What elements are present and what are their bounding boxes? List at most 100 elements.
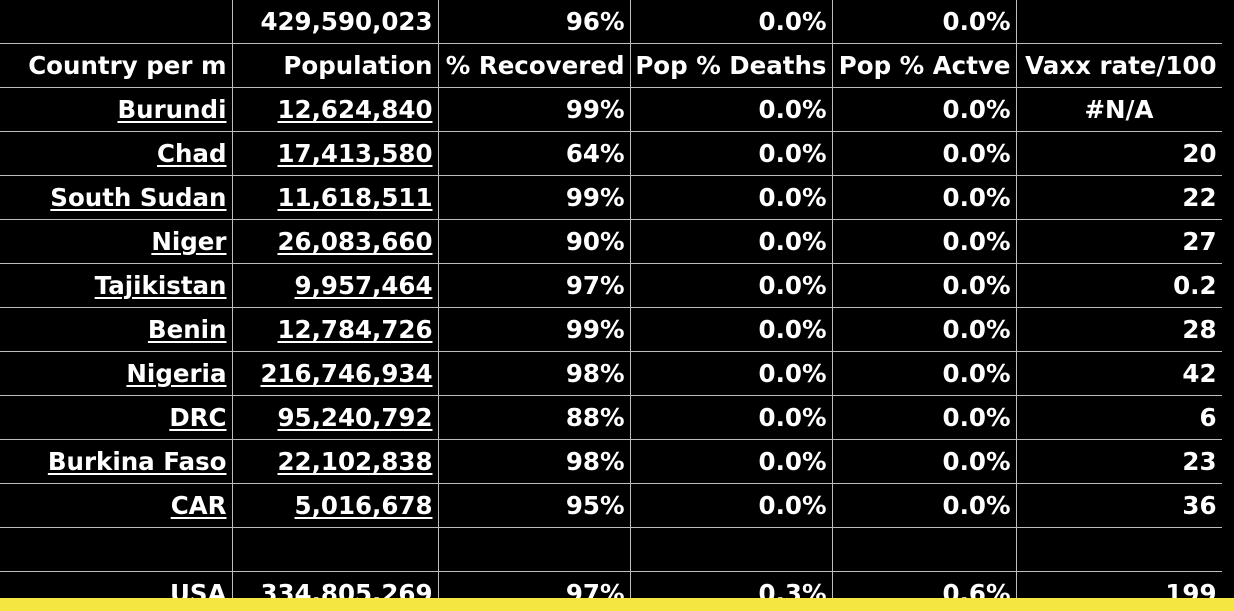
usa-cell-population[interactable]: 334,805,269: [231, 571, 439, 598]
population-link[interactable]: 11,618,511: [277, 183, 433, 212]
cell-population[interactable]: 22,102,838: [231, 439, 439, 484]
cell-active[interactable]: 0.0%: [831, 351, 1017, 396]
cell-deaths[interactable]: 0.0%: [629, 439, 833, 484]
header-vaxx[interactable]: Vaxx rate/100: [1015, 43, 1223, 88]
cell-active[interactable]: 0.0%: [831, 263, 1017, 308]
cell-country[interactable]: Benin: [0, 307, 233, 352]
cell-vaxx[interactable]: 42: [1015, 351, 1223, 396]
cell-country[interactable]: Tajikistan: [0, 263, 233, 308]
empty-cell[interactable]: [437, 527, 631, 572]
cell-population[interactable]: 5,016,678: [231, 483, 439, 528]
header-deaths[interactable]: Pop % Deaths: [629, 43, 833, 88]
cell-deaths[interactable]: 0.0%: [629, 219, 833, 264]
cell-population[interactable]: 17,413,580: [231, 131, 439, 176]
cell-vaxx[interactable]: 36: [1015, 483, 1223, 528]
cell-deaths[interactable]: 0.0%: [629, 351, 833, 396]
cell-active[interactable]: 0.0%: [831, 439, 1017, 484]
cell-population[interactable]: 12,784,726: [231, 307, 439, 352]
usa-cell-active[interactable]: 0.6%: [831, 571, 1017, 598]
country-link[interactable]: Burkina Faso: [47, 447, 227, 476]
population-link[interactable]: 216,746,934: [260, 359, 433, 388]
cell-deaths[interactable]: 0.0%: [629, 131, 833, 176]
population-link[interactable]: 12,784,726: [277, 315, 433, 344]
cell-recovered[interactable]: 99%: [437, 175, 631, 220]
cell-vaxx[interactable]: 20: [1015, 131, 1223, 176]
usa-cell-recovered[interactable]: 97%: [437, 571, 631, 598]
population-link[interactable]: 95,240,792: [277, 403, 433, 432]
country-link[interactable]: Benin: [147, 315, 227, 344]
usa-cell-deaths[interactable]: 0.3%: [629, 571, 833, 598]
cell-country[interactable]: CAR: [0, 483, 233, 528]
cell-active[interactable]: 0.0%: [831, 219, 1017, 264]
population-link[interactable]: 22,102,838: [277, 447, 433, 476]
cell-deaths[interactable]: 0.0%: [629, 307, 833, 352]
usa-cell-vaxx[interactable]: 199: [1015, 571, 1223, 598]
country-link[interactable]: Chad: [157, 139, 227, 168]
header-country[interactable]: Country per m: [0, 43, 233, 88]
cell-population[interactable]: 9,957,464: [231, 263, 439, 308]
empty-cell[interactable]: [629, 527, 833, 572]
cell-vaxx[interactable]: 6: [1015, 395, 1223, 440]
cell-country[interactable]: Burundi: [0, 87, 233, 132]
population-link[interactable]: 12,624,840: [277, 95, 433, 124]
population-link[interactable]: 26,083,660: [277, 227, 433, 256]
empty-cell[interactable]: [1015, 527, 1223, 572]
cell-active[interactable]: 0.0%: [831, 483, 1017, 528]
cell-recovered[interactable]: 98%: [437, 439, 631, 484]
cell-deaths[interactable]: 0.0%: [629, 483, 833, 528]
cell-recovered[interactable]: 99%: [437, 87, 631, 132]
cell-vaxx[interactable]: 28: [1015, 307, 1223, 352]
cell-active[interactable]: 0.0%: [831, 395, 1017, 440]
cell-country[interactable]: DRC: [0, 395, 233, 440]
country-link[interactable]: DRC: [169, 403, 227, 432]
population-link[interactable]: 9,957,464: [294, 271, 433, 300]
cell-recovered[interactable]: 98%: [437, 351, 631, 396]
cell-recovered[interactable]: 97%: [437, 263, 631, 308]
country-link[interactable]: Niger: [151, 227, 227, 256]
header-population[interactable]: Population: [231, 43, 439, 88]
cell-active[interactable]: 0.0%: [831, 87, 1017, 132]
cell-deaths[interactable]: 0.0%: [629, 87, 833, 132]
cell-vaxx[interactable]: 23: [1015, 439, 1223, 484]
cell-vaxx[interactable]: 27: [1015, 219, 1223, 264]
cell-recovered[interactable]: 99%: [437, 307, 631, 352]
cell-country[interactable]: Nigeria: [0, 351, 233, 396]
country-link[interactable]: CAR: [170, 491, 227, 520]
cell-population[interactable]: 216,746,934: [231, 351, 439, 396]
cell-country[interactable]: Burkina Faso: [0, 439, 233, 484]
summary-deaths-cell[interactable]: 0.0%: [629, 0, 833, 44]
summary-active-cell[interactable]: 0.0%: [831, 0, 1017, 44]
summary-population-cell[interactable]: 429,590,023: [231, 0, 439, 44]
usa-cell-country[interactable]: USA: [0, 571, 233, 598]
country-link[interactable]: South Sudan: [50, 183, 227, 212]
summary-country-cell[interactable]: [0, 0, 233, 44]
empty-cell[interactable]: [831, 527, 1017, 572]
cell-active[interactable]: 0.0%: [831, 307, 1017, 352]
header-recovered[interactable]: % Recovered: [437, 43, 631, 88]
cell-country[interactable]: South Sudan: [0, 175, 233, 220]
summary-vaxx-cell[interactable]: [1015, 0, 1223, 44]
cell-deaths[interactable]: 0.0%: [629, 263, 833, 308]
cell-deaths[interactable]: 0.0%: [629, 175, 833, 220]
cell-active[interactable]: 0.0%: [831, 131, 1017, 176]
cell-recovered[interactable]: 90%: [437, 219, 631, 264]
country-link[interactable]: Tajikistan: [94, 271, 227, 300]
cell-population[interactable]: 26,083,660: [231, 219, 439, 264]
country-link[interactable]: Burundi: [117, 95, 227, 124]
summary-recovered-cell[interactable]: 96%: [437, 0, 631, 44]
country-link[interactable]: Nigeria: [126, 359, 227, 388]
cell-vaxx[interactable]: 22: [1015, 175, 1223, 220]
cell-population[interactable]: 11,618,511: [231, 175, 439, 220]
cell-recovered[interactable]: 64%: [437, 131, 631, 176]
cell-country[interactable]: Niger: [0, 219, 233, 264]
cell-recovered[interactable]: 95%: [437, 483, 631, 528]
cell-population[interactable]: 95,240,792: [231, 395, 439, 440]
empty-cell[interactable]: [231, 527, 439, 572]
population-link[interactable]: 5,016,678: [294, 491, 433, 520]
population-link[interactable]: 17,413,580: [277, 139, 433, 168]
cell-vaxx[interactable]: #N/A: [1015, 87, 1223, 132]
cell-recovered[interactable]: 88%: [437, 395, 631, 440]
header-active[interactable]: Pop % Actve: [831, 43, 1017, 88]
cell-country[interactable]: Chad: [0, 131, 233, 176]
cell-vaxx[interactable]: 0.2: [1015, 263, 1223, 308]
